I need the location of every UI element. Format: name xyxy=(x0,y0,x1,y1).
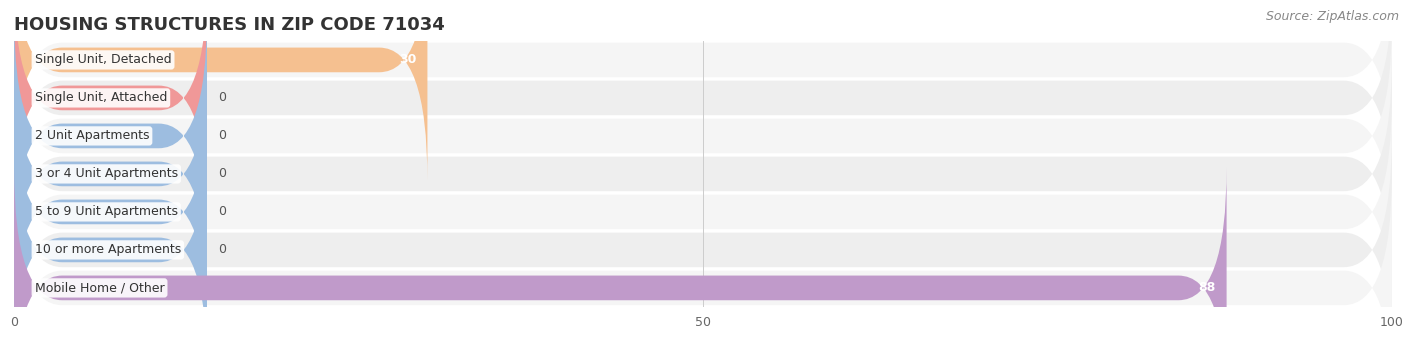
Text: 3 or 4 Unit Apartments: 3 or 4 Unit Apartments xyxy=(35,167,177,180)
Text: Mobile Home / Other: Mobile Home / Other xyxy=(35,281,165,294)
FancyBboxPatch shape xyxy=(14,0,1392,213)
FancyBboxPatch shape xyxy=(14,15,207,256)
FancyBboxPatch shape xyxy=(14,134,1392,341)
FancyBboxPatch shape xyxy=(14,53,207,295)
FancyBboxPatch shape xyxy=(14,58,1392,290)
FancyBboxPatch shape xyxy=(14,167,1226,341)
Text: Source: ZipAtlas.com: Source: ZipAtlas.com xyxy=(1265,10,1399,23)
Text: 2 Unit Apartments: 2 Unit Apartments xyxy=(35,130,149,143)
Text: 88: 88 xyxy=(1198,281,1216,294)
Text: 30: 30 xyxy=(399,54,416,66)
FancyBboxPatch shape xyxy=(14,129,207,341)
FancyBboxPatch shape xyxy=(14,0,207,219)
Text: 0: 0 xyxy=(218,130,226,143)
Text: 0: 0 xyxy=(218,91,226,104)
Text: Single Unit, Detached: Single Unit, Detached xyxy=(35,54,172,66)
FancyBboxPatch shape xyxy=(14,172,1392,341)
Text: 0: 0 xyxy=(218,243,226,256)
FancyBboxPatch shape xyxy=(14,20,1392,252)
Text: 10 or more Apartments: 10 or more Apartments xyxy=(35,243,181,256)
FancyBboxPatch shape xyxy=(14,0,427,181)
FancyBboxPatch shape xyxy=(14,96,1392,328)
Text: 0: 0 xyxy=(218,167,226,180)
FancyBboxPatch shape xyxy=(14,91,207,332)
Text: HOUSING STRUCTURES IN ZIP CODE 71034: HOUSING STRUCTURES IN ZIP CODE 71034 xyxy=(14,16,444,34)
Text: 5 to 9 Unit Apartments: 5 to 9 Unit Apartments xyxy=(35,205,177,218)
Text: 0: 0 xyxy=(218,205,226,218)
FancyBboxPatch shape xyxy=(14,0,1392,176)
Text: Single Unit, Attached: Single Unit, Attached xyxy=(35,91,167,104)
